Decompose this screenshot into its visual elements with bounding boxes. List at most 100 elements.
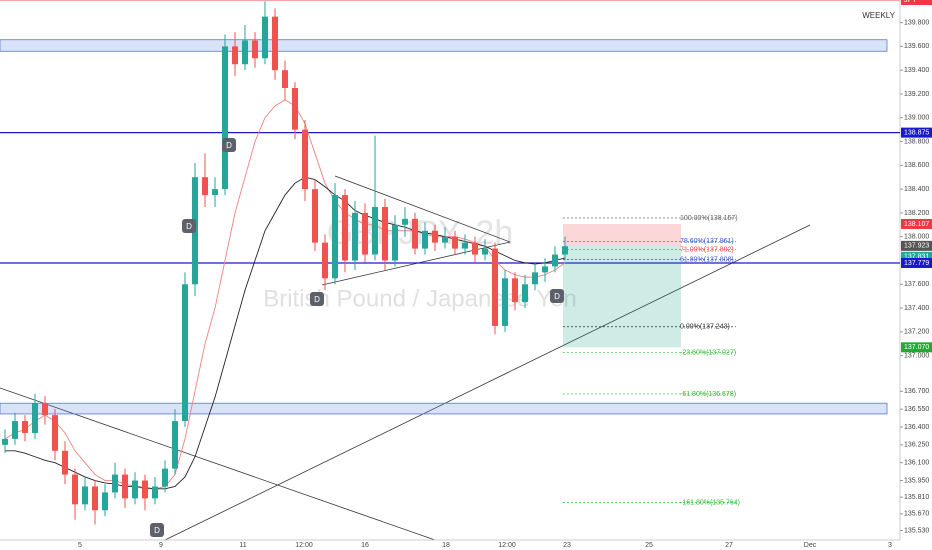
fib-label: 71.00%(137.892)	[680, 246, 734, 253]
candle-body	[532, 272, 538, 285]
event-marker	[150, 523, 164, 537]
y-tick-label: 138.800	[904, 138, 929, 145]
candle-body	[122, 474, 128, 499]
candle-body	[332, 195, 338, 279]
y-tick-label: 136.100	[904, 460, 929, 467]
y-tick-label: 135.950	[904, 477, 929, 484]
x-tick-label: 3	[888, 542, 892, 549]
candle-body	[562, 246, 568, 255]
fib-label: -61.80%(136.678)	[680, 391, 736, 398]
y-tick-label: 136.550	[904, 406, 929, 413]
event-marker-label: D	[554, 292, 560, 301]
candle-body	[132, 480, 138, 499]
x-tick-label: 9	[159, 542, 163, 549]
candle-body	[342, 195, 348, 261]
x-tick-label: 12:00	[295, 542, 313, 549]
y-tick-label: 137.600	[904, 281, 929, 288]
candle-body	[482, 248, 488, 255]
fib-label: 0.00%(137.243)	[680, 324, 730, 331]
y-tick-label: 139.800	[904, 19, 929, 26]
candle-body	[462, 242, 468, 249]
x-tick-label: 25	[645, 542, 653, 549]
price-tag-label: 138.875	[904, 129, 929, 136]
candle-body	[292, 88, 298, 130]
candle-body	[362, 212, 368, 255]
fib-label: -23.60%(137.027)	[680, 349, 736, 356]
price-tag	[901, 257, 932, 268]
candle-body	[432, 230, 438, 243]
event-marker	[550, 289, 564, 303]
candle-body	[32, 403, 38, 433]
price-tag	[901, 127, 932, 138]
fib-label: 100.00%(138.157)	[680, 215, 738, 222]
candle-body	[72, 474, 78, 505]
x-tick-label: 12:00	[498, 542, 516, 549]
fib-label: 78.60%(137.961)	[680, 238, 734, 245]
candle-body	[162, 468, 168, 487]
x-tick-label: 27	[725, 542, 733, 549]
candle-body	[112, 474, 118, 493]
zone	[0, 402, 888, 415]
candle-body	[262, 16, 268, 59]
candle-body	[472, 242, 478, 255]
y-tick-label: 138.000	[904, 234, 929, 241]
candle-body	[52, 415, 58, 451]
candle-body	[212, 189, 218, 196]
event-marker	[310, 292, 324, 306]
candle-body	[542, 266, 548, 273]
y-tick-label: 139.000	[904, 115, 929, 122]
y-tick-label: 136.400	[904, 424, 929, 431]
moving-average	[4, 99, 566, 490]
price-tag-label: 137.831	[904, 254, 929, 261]
zone	[0, 39, 888, 52]
timeframe-badge: WEEKLY	[862, 11, 895, 20]
event-marker	[222, 138, 236, 152]
y-tick-label: 138.600	[904, 162, 929, 169]
trend-line	[0, 387, 436, 541]
candle-body	[2, 438, 8, 445]
x-tick-label: 11	[239, 542, 246, 549]
candle-body	[202, 177, 208, 196]
candle-body	[22, 421, 28, 433]
y-tick-label: 135.670	[904, 511, 929, 518]
candle-body	[222, 46, 228, 190]
y-tick-label: 136.250	[904, 442, 929, 449]
price-tag-label: 137.923	[904, 243, 929, 250]
price-tag-label: 138.107	[904, 221, 929, 228]
candle-body	[402, 218, 408, 225]
y-tick-label: 137.000	[904, 352, 929, 359]
y-tick-label: 138.400	[904, 186, 929, 193]
event-marker-label: D	[186, 222, 192, 231]
candle-body	[272, 16, 278, 71]
stop-zone	[563, 223, 681, 246]
candle-body	[12, 421, 18, 439]
y-tick-label: 135.810	[904, 494, 929, 501]
candle-body	[392, 224, 398, 261]
price-tag-label: 137.070	[904, 344, 929, 351]
x-tick-label: 5	[78, 542, 82, 549]
fib-label: 61.80%(137.808)	[680, 256, 734, 263]
trend-line	[164, 224, 811, 541]
y-tick-label: 139.200	[904, 91, 929, 98]
candle-body	[412, 218, 418, 249]
candle-body	[422, 230, 428, 249]
candle-body	[242, 40, 248, 65]
candle-body	[322, 242, 328, 279]
candle-body	[282, 70, 288, 89]
candle-body	[382, 206, 388, 261]
candle-body	[152, 486, 158, 499]
candle-body	[552, 254, 558, 267]
candle-body	[452, 236, 458, 249]
event-marker-label: D	[226, 141, 232, 150]
candle-body	[502, 278, 508, 326]
y-tick-label: 138.200	[904, 210, 929, 217]
y-tick-label: 136.700	[904, 388, 929, 395]
candle-body	[172, 421, 178, 469]
candle-body	[302, 129, 308, 190]
candle-body	[42, 403, 48, 416]
fib-label: -161.80%(135.764)	[680, 499, 740, 506]
price-tag	[901, 0, 932, 5]
price-tag	[901, 251, 932, 262]
